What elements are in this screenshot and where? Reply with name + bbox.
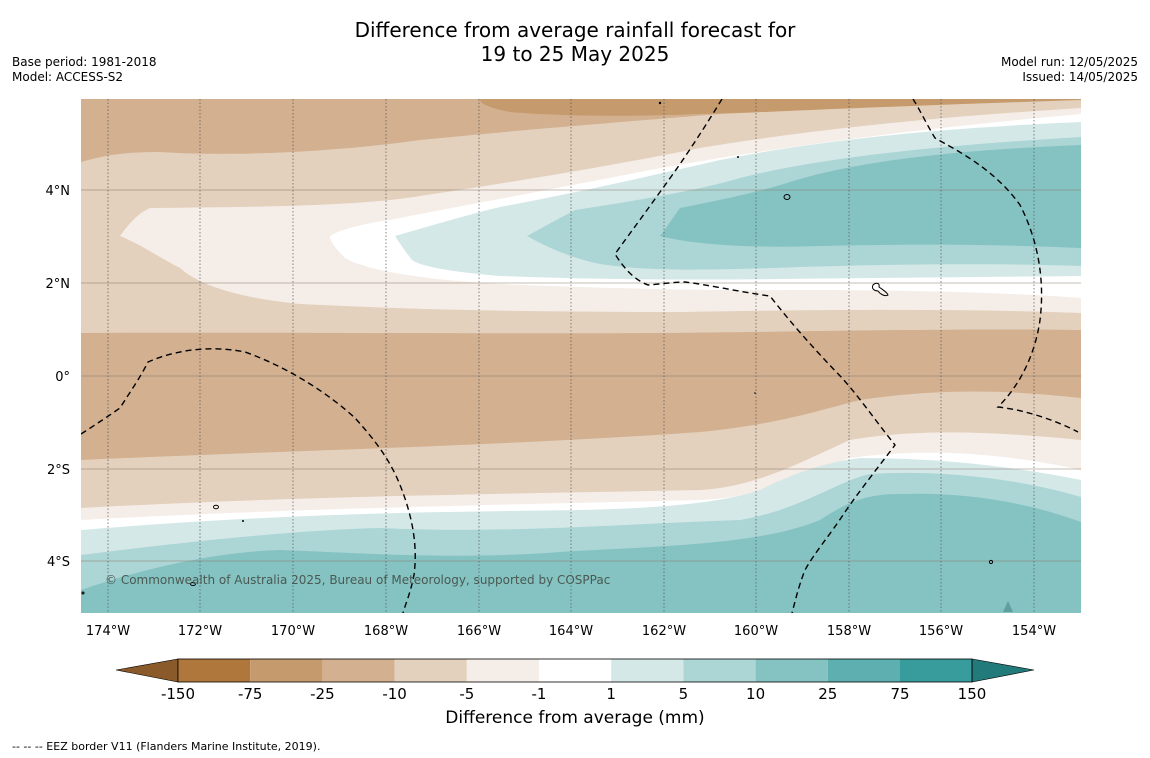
longitude-labels: 174°W 172°W 170°W 168°W 166°W 164°W 162°… [86,624,1056,639]
lon-label: 172°W [178,624,222,639]
metadata-right: Model run: 12/05/2025 Issued: 14/05/2025 [1001,55,1138,85]
colorbar-tick-label: 75 [890,685,909,703]
lat-gridlines [81,189,1081,562]
colorbar-tick-label: -75 [238,685,263,703]
model-run-text: Model run: 12/05/2025 [1000,55,1138,69]
lat-label: 2°N [46,277,71,292]
lat-label: 0° [55,370,70,385]
model-text: Model: ACCESS-S2 [12,70,124,84]
colorbar-tick-label: -1 [532,685,547,703]
colorbar-bin [394,659,467,682]
colorbar-arrow-max [971,658,1035,683]
island-outline [81,591,85,595]
colorbar-bin [178,659,251,682]
title-line-2: 19 to 25 May 2025 [480,42,670,66]
lon-label: 162°W [642,624,686,639]
map-title: Difference from average rainfall forecas… [0,18,1150,66]
colorbar-title: Difference from average (mm) [445,708,705,728]
colorbar-bin [539,659,612,682]
lon-gridlines [107,99,1035,613]
colorbar-tick-label: -10 [382,685,407,703]
colorbar-bin [466,659,539,682]
base-period-text: Base period: 1981-2018 [12,55,157,69]
island-dots [242,101,756,522]
lon-label: 164°W [549,624,593,639]
island-dot [242,520,244,522]
island-outline [872,282,889,297]
lat-label: 4°N [46,184,71,199]
colorbar-tick-label: -25 [310,685,335,703]
lon-label: 170°W [271,624,315,639]
colorbar [115,658,1035,683]
issued-text: Issued: 14/05/2025 [1022,70,1138,84]
logo-mark [1003,601,1013,612]
colorbar-tick-label: -5 [459,685,474,703]
colorbar-bin [827,659,900,682]
colorbar-bin [755,659,828,682]
colorbar-tick-label: 1 [606,685,616,703]
colorbar-bin [683,659,756,682]
colorbar-tick-label: -150 [161,685,195,703]
metadata-left: Base period: 1981-2018 Model: ACCESS-S2 [12,55,157,85]
island-outlines [81,194,994,595]
colorbar-ticks: -150 -75 -25 -10 -5 -1 1 5 10 25 75 150 [161,685,986,703]
colorbar-bin [611,659,684,682]
island-outline [783,194,791,200]
colorbar-tick-label: 25 [818,685,837,703]
colorbar-tick-label: 150 [958,685,987,703]
eez-border-tokelau-west [81,348,416,613]
island-outline [213,504,219,510]
latitude-labels: 4°N 2°N 0° 2°S 4°S [46,184,71,570]
lon-label: 158°W [827,624,871,639]
lon-label: 166°W [457,624,501,639]
island-dot [737,156,739,158]
lat-label: 2°S [47,463,70,478]
colorbar-bin [900,659,972,682]
colorbar-frame [177,658,973,683]
colorbar-arrow-min [115,658,179,683]
island-dot [658,101,662,105]
lon-label: 168°W [364,624,408,639]
lon-label: 156°W [919,624,963,639]
copyright-text: © Commonwealth of Australia 2025, Bureau… [105,573,610,587]
colorbar-bin [322,659,395,682]
eez-borders [81,99,1079,613]
lat-label: 4°S [47,555,70,570]
colorbar-tick-label: 10 [746,685,765,703]
eez-border-east [912,99,1079,433]
lon-label: 154°W [1012,624,1056,639]
eez-border-central [614,99,896,613]
island-outline [988,559,994,565]
lon-label: 174°W [86,624,130,639]
island-dot [754,392,756,394]
rainfall-contour-fill [81,99,1081,613]
lon-label: 160°W [734,624,778,639]
island-outline [190,582,196,586]
colorbar-bin [250,659,323,682]
colorbar-tick-label: 5 [679,685,689,703]
title-line-1: Difference from average rainfall forecas… [354,18,796,42]
eez-footnote: -- -- -- EEZ border V11 (Flanders Marine… [12,740,321,753]
